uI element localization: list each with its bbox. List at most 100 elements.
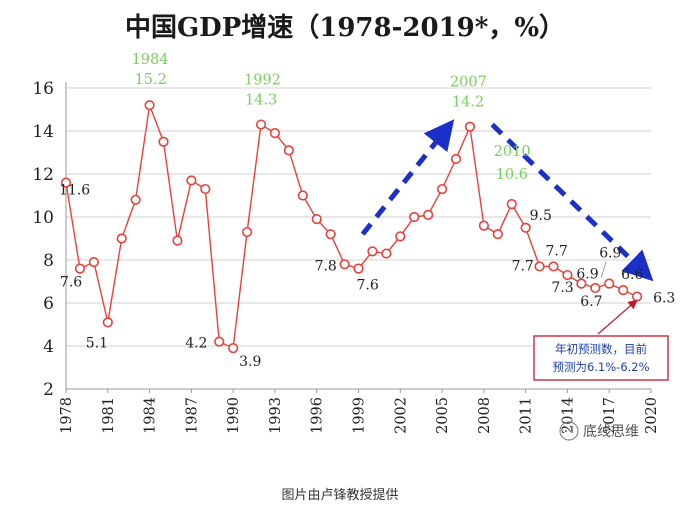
data-point <box>409 211 420 223</box>
data-point <box>590 282 601 294</box>
forecast-note-line-2: 预测为6.1%-6.2% <box>552 360 649 374</box>
peak-value-label: 14.2 <box>452 95 484 111</box>
data-point <box>60 177 72 188</box>
data-point <box>241 226 253 238</box>
x-tick-label: 1990 <box>226 397 242 434</box>
data-point <box>102 317 113 328</box>
y-tick-label: 12 <box>32 165 54 185</box>
data-point <box>367 246 378 257</box>
peak-value-label: 10.6 <box>496 167 528 183</box>
x-tick-label: 2011 <box>519 397 535 434</box>
data-point <box>116 233 127 244</box>
data-point <box>325 229 336 240</box>
data-point <box>74 263 86 274</box>
x-tick-label: 1984 <box>143 397 159 434</box>
point-value-label: 7.8 <box>315 258 337 274</box>
point-value-label: 5.1 <box>86 335 108 351</box>
point-value-label: 11.6 <box>59 183 90 199</box>
point-value-label: 6.6 <box>621 267 643 283</box>
data-point <box>255 119 267 130</box>
trend-arrows <box>360 119 654 282</box>
point-value-label: 3.9 <box>239 354 261 370</box>
series-line <box>65 102 638 350</box>
data-point <box>576 278 587 289</box>
data-point <box>311 214 322 225</box>
forecast-note-arrow <box>597 299 638 335</box>
data-point <box>353 263 364 274</box>
data-point <box>618 285 629 296</box>
point-value-label: 6.3 <box>653 291 675 307</box>
data-point <box>228 343 239 354</box>
chat-icon <box>559 421 579 441</box>
data-point <box>88 257 99 268</box>
chart-title: 中国GDP增速（1978-2019*，%） <box>125 12 565 43</box>
x-tick-label: 2014 <box>560 397 576 434</box>
y-tick-label: 8 <box>43 251 54 271</box>
peak-value-label: 14.3 <box>245 93 277 109</box>
point-value-label: 7.7 <box>546 243 568 259</box>
watermark: 底线思维 <box>559 421 639 441</box>
y-tick-label: 16 <box>32 79 54 99</box>
x-tick-label: 2002 <box>393 397 409 434</box>
data-point <box>520 222 531 233</box>
data-point <box>450 153 462 165</box>
data-point <box>464 121 476 132</box>
peak-year-label: 2010 <box>494 144 531 160</box>
data-point <box>492 229 503 240</box>
data-point <box>200 183 211 195</box>
data-point <box>283 145 294 156</box>
data-point <box>631 291 643 302</box>
point-value-label: 7.6 <box>357 278 379 294</box>
y-tick-label: 6 <box>43 294 54 314</box>
peak-year-label: 1992 <box>244 73 281 89</box>
y-tick-label: 10 <box>32 208 54 228</box>
point-value-label: 9.5 <box>530 208 552 224</box>
data-point <box>144 100 155 111</box>
data-point <box>436 183 448 195</box>
y-tick-label: 4 <box>43 337 54 357</box>
point-value-label: 4.2 <box>185 336 207 352</box>
point-value-label: 6.9 <box>576 267 598 283</box>
data-point <box>214 336 225 347</box>
point-value-label: 7.3 <box>551 280 573 296</box>
point-value-label: 6.7 <box>580 294 602 310</box>
forecast-note-line-1: 年初预测数，目前 <box>555 342 647 356</box>
watermark-text: 底线思维 <box>583 424 639 440</box>
data-labels: 11.6 7.6 5.1 15.2 4.2 3.9 14.3 7.8 7.6 14.2 10.6 9.… <box>59 52 675 370</box>
point-value-label: 7.7 <box>512 258 534 274</box>
y-tick-label: 2 <box>43 380 54 400</box>
image-caption: 图片由卢锋教授提供 <box>281 488 399 503</box>
label-leader-line <box>600 261 607 278</box>
gdp-series <box>60 100 643 354</box>
grid-lines <box>65 82 651 390</box>
x-tick-label: 2017 <box>602 397 618 434</box>
x-tick-label: 2005 <box>435 397 451 434</box>
y-tick-label: 14 <box>32 122 54 142</box>
trend-arrow-down <box>490 122 654 282</box>
data-point <box>158 136 169 147</box>
x-tick-label: 1978 <box>59 397 75 434</box>
point-value-label: 6.9 <box>599 246 621 262</box>
forecast-note-box <box>533 335 669 381</box>
trend-arrow-up <box>360 119 455 236</box>
data-point <box>269 128 281 139</box>
data-point <box>297 190 308 201</box>
data-point <box>562 269 573 281</box>
data-point <box>548 261 559 272</box>
x-tick-label: 1999 <box>352 397 368 434</box>
y-axis-ticks: 2 4 6 8 10 12 14 16 <box>32 79 54 400</box>
x-tick-label: 2020 <box>644 397 660 434</box>
peak-value-label: 15.2 <box>135 72 167 88</box>
x-tick-label: 1981 <box>101 397 117 434</box>
data-point <box>478 220 489 231</box>
x-tick-label: 1993 <box>268 397 284 434</box>
data-point <box>130 194 141 205</box>
data-point <box>186 175 197 186</box>
chat-icon-dot-left <box>564 429 568 433</box>
data-point <box>395 231 406 242</box>
x-tick-label: 2008 <box>477 397 493 434</box>
peak-year-label: 2007 <box>450 75 487 91</box>
point-value-label: 7.6 <box>60 275 82 291</box>
